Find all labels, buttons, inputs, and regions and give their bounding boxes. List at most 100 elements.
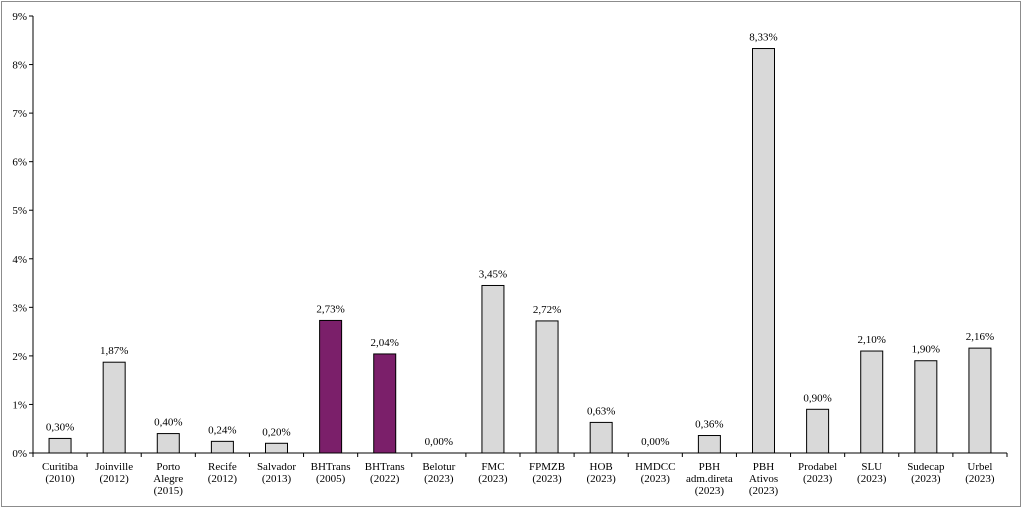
category-label-line: Urbel	[967, 461, 992, 473]
category-label: PBH Ativos (2023)	[749, 461, 779, 497]
category-label-line: Ativos	[749, 473, 778, 485]
data-label: 1,87%	[100, 345, 128, 357]
bar	[589, 421, 613, 454]
data-label: 0,00%	[641, 436, 669, 448]
bar	[481, 284, 505, 454]
bar	[752, 48, 775, 454]
category-label-line: PBH	[753, 461, 774, 473]
data-label: 0,40%	[154, 417, 182, 429]
category-label: Salvador (2013)	[257, 461, 296, 485]
data-label: 0,24%	[208, 424, 236, 436]
category-label-line: (2023)	[641, 473, 671, 485]
category-label-line: HOB	[590, 461, 613, 473]
category-label-line: (2012)	[208, 473, 238, 485]
category-label: Belotur (2023)	[422, 461, 455, 485]
category-label-line: (2023)	[478, 473, 508, 485]
category-label-line: SLU	[861, 461, 882, 473]
category-label-line: (2023)	[803, 473, 833, 485]
y-tick-label: 3%	[12, 302, 27, 314]
data-label: 2,16%	[966, 331, 994, 343]
category-label: Joinville (2012)	[95, 461, 133, 485]
category-label: Sudecap (2023)	[907, 461, 945, 485]
bar	[210, 440, 234, 454]
category-label-line: BHTrans	[365, 461, 405, 473]
category-label-line: Belotur	[422, 461, 455, 473]
category-label-line: (2023)	[695, 485, 725, 497]
category-label-line: (2023)	[424, 473, 454, 485]
category-label-line: (2023)	[532, 473, 562, 485]
category-label: PBH adm.direta (2023)	[686, 461, 733, 497]
data-label: 0,20%	[262, 426, 290, 438]
data-label: 3,45%	[479, 268, 507, 280]
y-tick-label: 6%	[12, 157, 27, 169]
data-label: 0,36%	[695, 419, 723, 431]
category-label-line: adm.direta	[686, 473, 733, 485]
category-label-line: Sudecap	[907, 461, 945, 473]
y-tick-label: 2%	[12, 351, 27, 363]
category-label: FPMZB (2023)	[529, 461, 565, 485]
category-label-line: (2023)	[911, 473, 941, 485]
data-label: 0,30%	[46, 421, 74, 433]
category-label: Porto Alegre (2015)	[153, 461, 183, 497]
category-label: HOB (2023)	[587, 461, 617, 485]
y-tick-label: 7%	[12, 108, 27, 120]
category-label: HMDCC (2023)	[635, 461, 675, 485]
bar	[265, 442, 288, 454]
category-label-line: FPMZB	[529, 461, 565, 473]
category-label-line: (2022)	[370, 473, 400, 485]
y-tick-label: 1%	[12, 399, 27, 411]
category-label: Recife (2012)	[208, 461, 238, 485]
y-tick-label: 9%	[12, 11, 27, 23]
category-label-line: Prodabel	[798, 461, 837, 473]
category-label-line: (2015)	[154, 485, 184, 497]
bar	[373, 353, 397, 454]
category-label-line: Alegre	[153, 473, 183, 485]
category-label-line: HMDCC	[635, 461, 675, 473]
bar	[697, 435, 721, 454]
data-label: 8,33%	[749, 32, 777, 44]
bar	[102, 361, 126, 454]
category-label-line: Curitiba	[42, 461, 78, 473]
bar	[968, 347, 992, 454]
data-label: 0,00%	[425, 436, 453, 448]
category-label: FMC (2023)	[478, 461, 508, 485]
category-label-line: (2023)	[965, 473, 995, 485]
data-label: 0,63%	[587, 405, 615, 417]
category-label-line: (2023)	[587, 473, 617, 485]
bar	[535, 320, 559, 454]
category-label-line: Porto	[156, 461, 180, 473]
category-label: SLU (2023)	[857, 461, 887, 485]
category-label: BHTrans (2005)	[311, 461, 351, 485]
bar	[914, 360, 938, 454]
bar	[860, 350, 884, 454]
data-label: 2,04%	[371, 337, 399, 349]
data-label: 2,72%	[533, 304, 561, 316]
category-label-line: (2023)	[749, 485, 779, 497]
category-label-line: (2010)	[45, 473, 75, 485]
data-label: 2,10%	[858, 334, 886, 346]
category-label-line: BHTrans	[311, 461, 351, 473]
category-label-line: (2023)	[857, 473, 887, 485]
category-label-line: (2005)	[316, 473, 346, 485]
data-label: 0,90%	[803, 392, 831, 404]
data-label: 2,73%	[316, 303, 344, 315]
y-tick-label: 4%	[12, 254, 27, 266]
y-tick-label: 5%	[12, 205, 27, 217]
category-label: Curitiba (2010)	[42, 461, 78, 485]
category-label: Urbel (2023)	[965, 461, 995, 485]
category-label-line: (2013)	[262, 473, 292, 485]
bar	[156, 433, 180, 454]
category-label-line: PBH	[699, 461, 720, 473]
bar	[806, 408, 830, 454]
bar	[48, 437, 72, 454]
category-label-line: Recife	[208, 461, 237, 473]
y-tick-label: 8%	[12, 60, 27, 72]
category-label-line: Joinville	[95, 461, 133, 473]
category-label-line: (2012)	[100, 473, 130, 485]
category-label-line: FMC	[481, 461, 504, 473]
data-label: 1,90%	[912, 344, 940, 356]
y-tick-label: 0%	[12, 448, 27, 460]
category-label-line: Salvador	[257, 461, 296, 473]
